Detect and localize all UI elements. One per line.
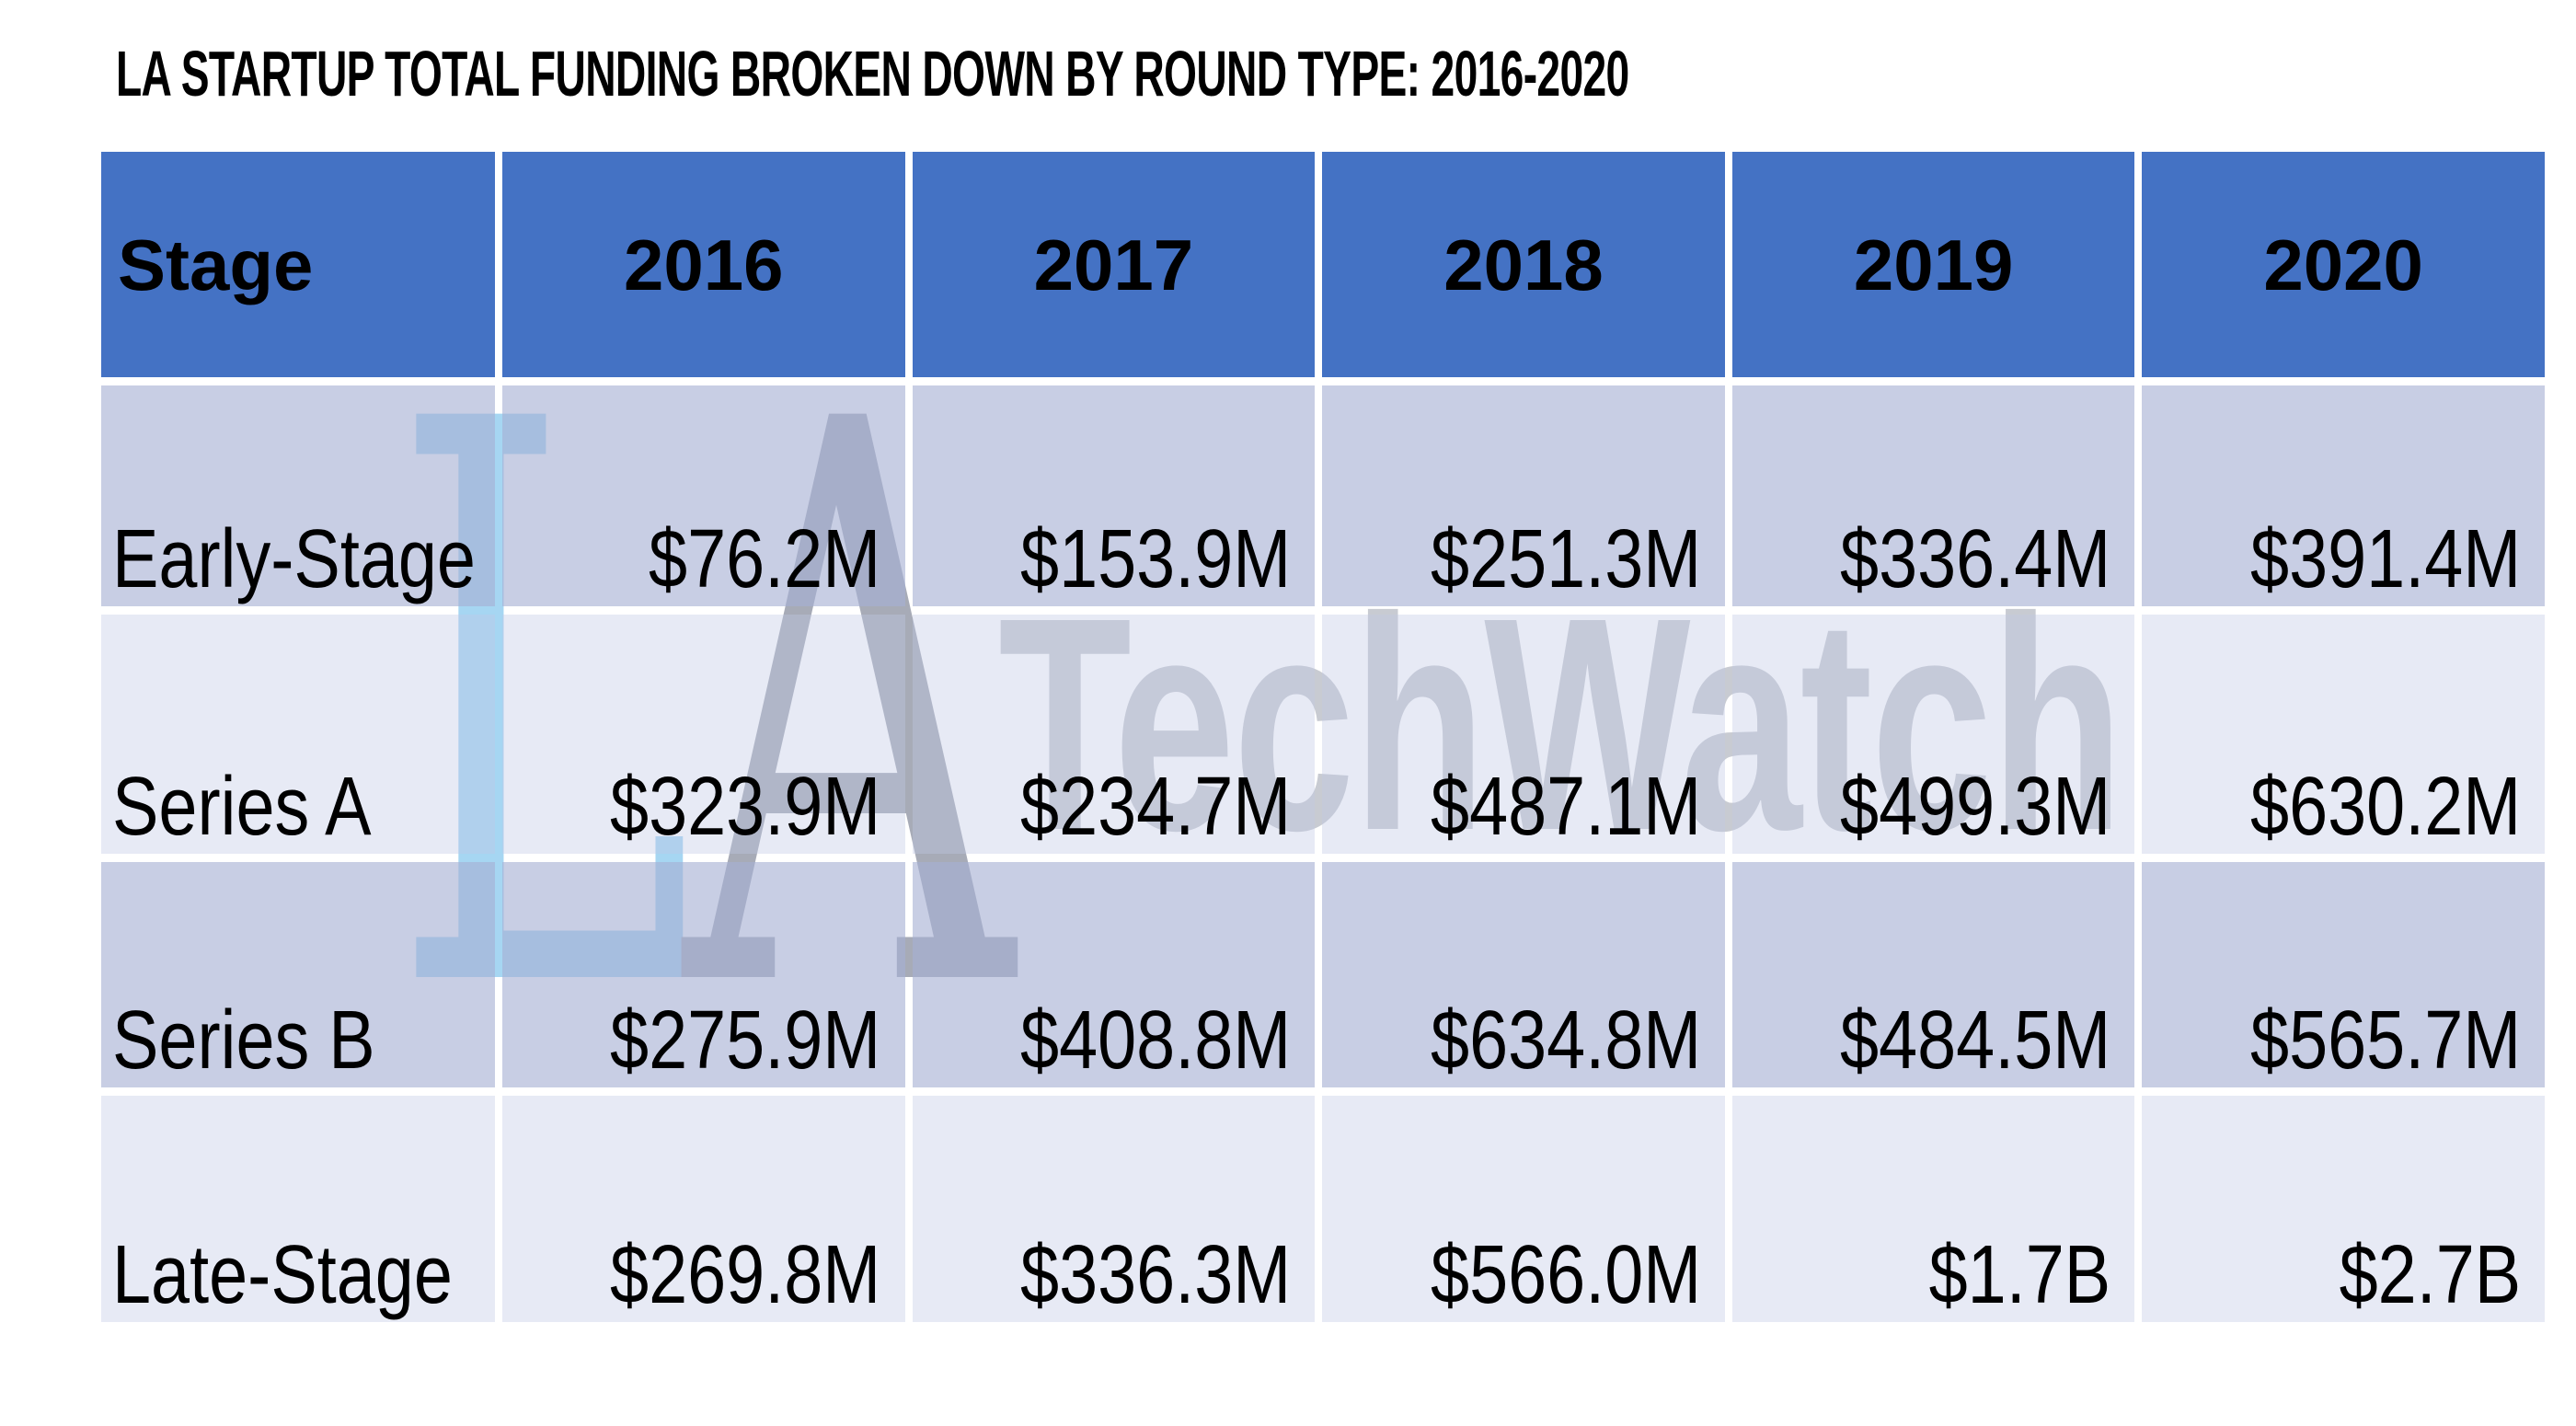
funding-value: $336.4M — [1731, 385, 2135, 606]
funding-value: $566.0M — [1322, 1096, 1725, 1322]
funding-value: $336.3M — [912, 1096, 1316, 1322]
funding-value: $630.2M — [2142, 615, 2545, 854]
funding-value: $499.3M — [1731, 615, 2135, 854]
funding-value: $634.8M — [1322, 862, 1725, 1087]
funding-value: $1.7B — [1731, 1096, 2135, 1322]
column-header-stage: Stage — [101, 152, 495, 377]
column-header-2018: 2018 — [1322, 152, 1725, 377]
funding-value: $323.9M — [502, 615, 905, 854]
column-header-2020: 2020 — [2142, 152, 2545, 377]
funding-value: $251.3M — [1322, 385, 1725, 606]
table-header: Stage 2016 2017 2018 2019 2020 — [101, 152, 2545, 377]
funding-table: Stage 2016 2017 2018 2019 2020 Early-Sta… — [94, 144, 2552, 1330]
funding-value: $234.7M — [912, 615, 1316, 854]
funding-value: $153.9M — [912, 385, 1316, 606]
funding-value: $565.7M — [2142, 862, 2545, 1087]
funding-value: $269.8M — [502, 1096, 905, 1322]
row-label: Series B — [101, 862, 495, 1087]
row-label: Late-Stage — [101, 1096, 495, 1322]
column-header-2016: 2016 — [502, 152, 905, 377]
header-row: Stage 2016 2017 2018 2019 2020 — [101, 152, 2545, 377]
funding-value: $408.8M — [912, 862, 1316, 1087]
funding-value: $275.9M — [502, 862, 905, 1087]
funding-value: $484.5M — [1731, 862, 2135, 1087]
funding-value: $2.7B — [2142, 1096, 2545, 1322]
funding-value: $76.2M — [502, 385, 905, 606]
table-row-late-stage: Late-Stage $269.8M $336.3M $566.0M $1.7B… — [101, 1096, 2545, 1322]
page-title: LA STARTUP TOTAL FUNDING BROKEN DOWN BY … — [116, 38, 1629, 109]
column-header-2019: 2019 — [1731, 152, 2135, 377]
table-row-early-stage: Early-Stage $76.2M $153.9M $251.3M $336.… — [101, 385, 2545, 606]
table-body: Early-Stage $76.2M $153.9M $251.3M $336.… — [101, 385, 2545, 1322]
funding-value: $391.4M — [2142, 385, 2545, 606]
table-row-series-b: Series B $275.9M $408.8M $634.8M $484.5M… — [101, 862, 2545, 1087]
table-row-series-a: Series A $323.9M $234.7M $487.1M $499.3M… — [101, 615, 2545, 854]
column-header-2017: 2017 — [912, 152, 1316, 377]
funding-value: $487.1M — [1322, 615, 1725, 854]
row-label: Early-Stage — [101, 385, 495, 606]
row-label: Series A — [101, 615, 495, 854]
